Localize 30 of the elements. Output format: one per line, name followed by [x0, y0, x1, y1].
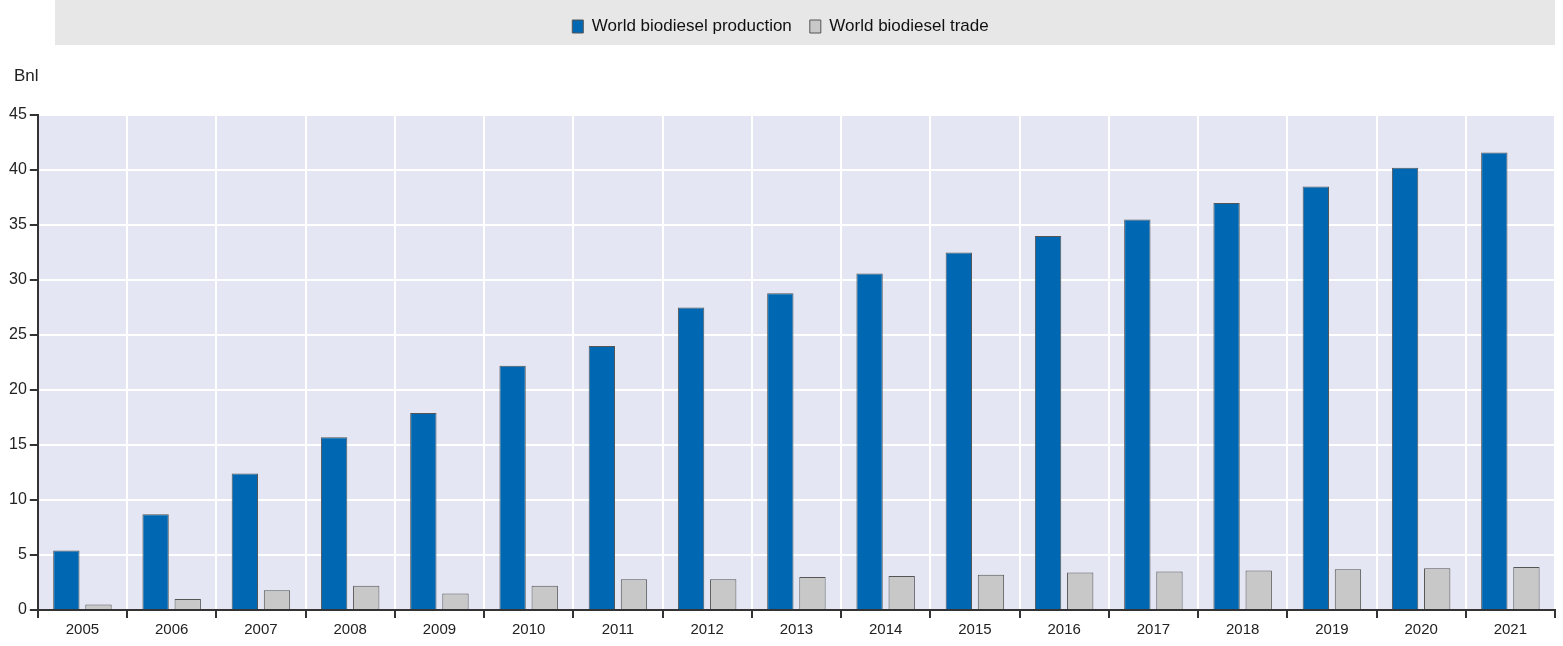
x-tick-label: 2009	[422, 620, 457, 638]
x-tick-label: 2014	[868, 620, 903, 638]
x-tick-label: 2013	[779, 620, 814, 638]
x-tick-label: 2006	[154, 620, 189, 638]
x-tick-label: 2011	[601, 620, 635, 638]
y-tick-label: 25	[9, 325, 27, 343]
x-tick-label: 2016	[1047, 620, 1081, 638]
x-tick-label: 2005	[65, 620, 100, 638]
y-tick-label: 20	[9, 380, 27, 398]
y-tick-label: 35	[9, 215, 27, 233]
y-tick-label: 15	[9, 435, 27, 453]
x-tick-label: 2010	[511, 620, 546, 638]
x-tick-label: 2019	[1315, 620, 1349, 638]
y-tick-label: 40	[9, 160, 27, 178]
x-tick-label: 2017	[1136, 620, 1171, 638]
x-tick-label: 2008	[333, 620, 367, 638]
legend-label: World biodiesel production	[591, 16, 792, 36]
x-tick-label: 2012	[690, 620, 724, 638]
y-tick-label: 30	[9, 270, 27, 288]
y-tick-label: 45	[9, 105, 27, 123]
x-tick-label: 2020	[1404, 620, 1438, 638]
x-tick-label: 2007	[244, 620, 278, 638]
x-tick-label: 2015	[958, 620, 992, 638]
y-tick-label: 0	[17, 600, 27, 618]
y-tick-label: 5	[17, 545, 27, 563]
legend-label: World biodiesel trade	[829, 16, 989, 36]
y-tick-label: 10	[9, 490, 27, 508]
x-tick-label: 2021	[1493, 620, 1528, 638]
x-tick-label: 2018	[1225, 620, 1260, 638]
y-axis-title: Bnl	[14, 66, 39, 86]
